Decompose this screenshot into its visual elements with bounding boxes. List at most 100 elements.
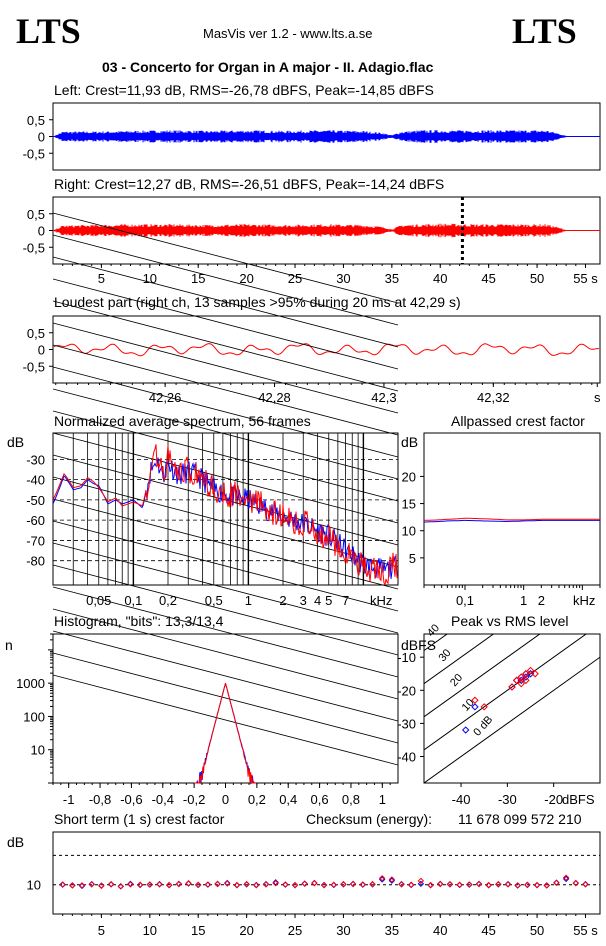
x-tick-label: 0,2 (159, 593, 177, 608)
y-tick-label: -40 (26, 473, 45, 488)
short-term-point-right (311, 880, 318, 887)
y-tick-label: -0,5 (23, 240, 45, 255)
peak-rms-point-right (522, 676, 530, 685)
short-term-point-right (475, 880, 483, 888)
x-tick-label: 35 (385, 923, 399, 938)
x-tick-label: 0 (222, 792, 229, 807)
spectrum-slope-line (52, 212, 399, 304)
short-term-point-right (553, 879, 560, 887)
short-term-point-right (466, 881, 473, 888)
y-tick-label: 1000 (16, 676, 45, 691)
x-tick-label: 25 (288, 923, 302, 938)
logo-left: LTS (16, 11, 81, 51)
spectrum-slope-line (52, 630, 399, 722)
short-term-point-right (262, 881, 270, 888)
x-tick-label: -1 (63, 792, 75, 807)
x-tick-label: -20 (544, 792, 563, 807)
short-term-point-right (175, 880, 183, 888)
x-tick-label: 10 (143, 923, 157, 938)
short-term-crest-title: Short term (1 s) crest factor (54, 811, 225, 827)
short-term-point-left (272, 879, 279, 886)
short-term-point-right (417, 877, 425, 885)
short-term-point-right (369, 880, 376, 888)
y-tick-label: 0,5 (27, 326, 45, 341)
y-tick-label: -80 (26, 554, 45, 569)
crest-y-label: dB (401, 434, 418, 450)
y-tick-label: 10 (402, 524, 416, 539)
short-term-point-right (185, 880, 192, 887)
spectrum-slope-line (52, 278, 399, 370)
x-tick-label: 2 (538, 593, 545, 608)
peak-rms-title: Peak vs RMS level (451, 613, 569, 629)
peak-rms-point-right (531, 670, 539, 678)
x-tick-label: 1 (245, 593, 252, 608)
crest-series-right (423, 517, 600, 521)
spectrum-slope-line (52, 498, 399, 590)
short-term-point-right (88, 881, 95, 888)
y-tick-label: 5 (409, 551, 416, 566)
short-term-point-right (59, 881, 66, 888)
y-tick-label: 10 (27, 878, 41, 893)
x-tick-label: -40 (452, 792, 471, 807)
x-tick-label: 0,2 (248, 792, 266, 807)
spectrum-slope-line (52, 322, 399, 414)
crest-diagonal-label: 30 (437, 647, 454, 664)
short-term-point-right (388, 876, 396, 883)
checksum-value: 11 678 099 572 210 (458, 811, 582, 827)
x-tick-label: -0,8 (89, 792, 111, 807)
x-tick-label: 50 (530, 271, 544, 286)
peak-rms-point-right (480, 703, 488, 711)
spectrum-slope-line (52, 256, 399, 348)
y-tick-label: -30 (26, 452, 45, 467)
x-tick-label: 25 (288, 271, 302, 286)
spectrum-slope-line (52, 410, 399, 502)
short-term-point-right (495, 880, 502, 888)
short-term-point-right (195, 881, 202, 888)
x-tick-label: 20 (239, 271, 253, 286)
y-tick-label: 0,5 (27, 207, 45, 222)
spectrum-slope-line (52, 608, 399, 700)
right-waveform-title: Right: Crest=12,27 dB, RMS=-26,51 dBFS, … (54, 176, 445, 192)
short-term-point-right (524, 881, 531, 888)
crest-factor-frame (423, 432, 601, 586)
spectrum-slope-line (52, 388, 399, 480)
y-tick-label: 20 (402, 469, 416, 484)
y-tick-label: -40 (397, 750, 416, 765)
spectrum-slope-line (52, 476, 399, 568)
y-tick-label: -50 (26, 493, 45, 508)
x-tick-label: 5 (98, 271, 105, 286)
spectrum-slope-line (52, 652, 399, 744)
x-tick-label: 42,26 (149, 390, 182, 405)
y-tick-label: 10 (31, 743, 45, 758)
crest-x-label: kHz (573, 593, 595, 608)
spectrum-slope-line (52, 300, 399, 392)
spectrum-slope-line (52, 366, 399, 458)
x-tick-label: 0,1 (456, 593, 474, 608)
short-term-point-right (562, 874, 570, 881)
short-term-point-right (485, 881, 492, 889)
y-tick-label: -60 (26, 513, 45, 528)
short-term-point-right (378, 875, 386, 882)
peak-rms-y-label: dBFS (401, 637, 436, 653)
spectrum-slope-line (52, 344, 399, 436)
short-term-point-right (146, 881, 154, 888)
crest-factor-title: Allpassed crest factor (451, 413, 585, 429)
short-term-point-right (98, 882, 105, 890)
x-tick-label: 5 (325, 593, 332, 608)
x-tick-label: 15 (191, 923, 205, 938)
spectrum-series-right (53, 444, 398, 585)
y-tick-label: -10 (397, 650, 416, 665)
x-tick-label: 7 (342, 593, 349, 608)
peak-rms-frame (423, 633, 601, 784)
short-term-point-right (291, 881, 299, 889)
short-term-point-right (437, 880, 444, 888)
short-term-point-right (408, 881, 415, 888)
crest-diagonal-label: 20 (448, 672, 465, 689)
peak-rms-point-right (508, 683, 516, 691)
short-term-point-right (582, 881, 589, 888)
peak-rms-point-right (517, 679, 525, 688)
logo-right: LTS (512, 11, 577, 51)
y-tick-label: -20 (397, 683, 416, 698)
app-version: MasVis ver 1.2 - www.lts.a.se (203, 26, 373, 41)
